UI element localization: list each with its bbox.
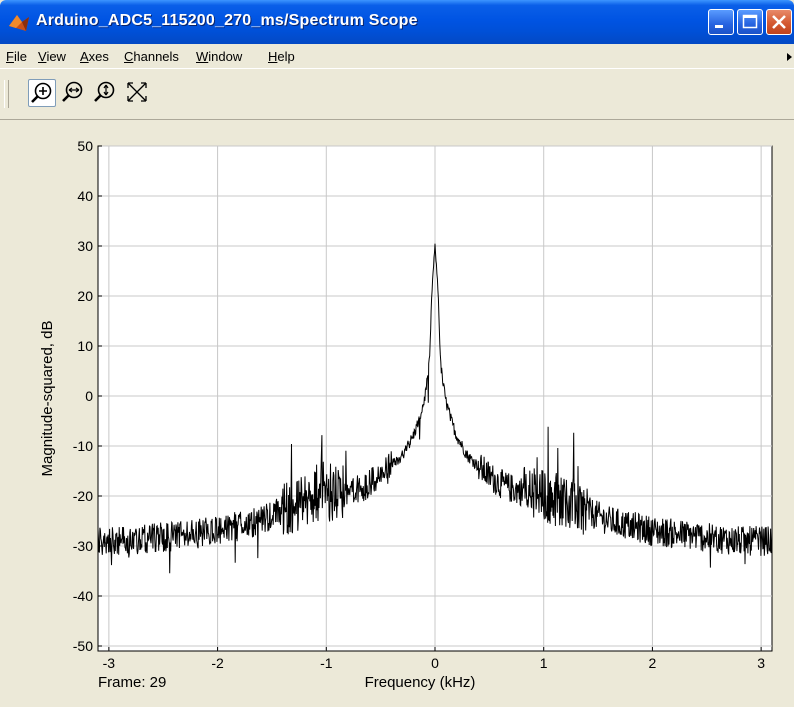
menu-axes[interactable]: Axes — [80, 49, 109, 64]
autoscale-button[interactable] — [124, 79, 152, 107]
toolbar-grip[interactable] — [4, 80, 9, 108]
zoom-x-button[interactable] — [60, 79, 88, 107]
y-tick-label: -20 — [73, 488, 93, 504]
zoom-x-icon — [62, 81, 83, 102]
y-ticks: 50 40 30 20 10 0 -10 -20 -30 -40 -50 — [73, 138, 102, 654]
x-ticks: -3 -2 -1 0 1 2 3 — [103, 647, 765, 671]
frame-counter: Frame: 29 — [98, 674, 166, 691]
y-tick-label: 30 — [77, 238, 93, 254]
y-tick-label: -30 — [73, 538, 93, 554]
menu-channels[interactable]: Channels — [124, 49, 179, 64]
close-button[interactable] — [766, 9, 792, 35]
minimize-icon — [715, 25, 723, 28]
x-tick-label: 2 — [649, 655, 657, 671]
zoom-y-icon — [94, 81, 115, 102]
x-tick-label: -2 — [211, 655, 224, 671]
zoom-in-icon — [31, 82, 52, 103]
y-tick-label: 10 — [77, 338, 93, 354]
title-bar[interactable]: Arduino_ADC5_115200_270_ms/Spectrum Scop… — [0, 0, 794, 44]
spectrum-trace — [97, 243, 773, 574]
zoom-y-button[interactable] — [92, 79, 120, 107]
x-tick-label: -1 — [320, 655, 333, 671]
y-axis-label: Magnitude-squared, dB — [39, 321, 56, 477]
zoom-in-button[interactable] — [28, 79, 56, 107]
x-tick-label: -3 — [103, 655, 116, 671]
menu-window[interactable]: Window — [196, 49, 243, 64]
matlab-icon — [9, 15, 29, 31]
menu-file[interactable]: File — [6, 49, 27, 64]
x-tick-label: 0 — [431, 655, 439, 671]
menu-help[interactable]: Help — [268, 49, 295, 64]
grid — [98, 145, 772, 651]
y-tick-label: 40 — [77, 188, 93, 204]
y-tick-label: 0 — [85, 388, 93, 404]
y-tick-label: 20 — [77, 288, 93, 304]
y-tick-label: -40 — [73, 588, 93, 604]
maximize-icon — [742, 14, 758, 29]
close-icon — [772, 15, 786, 29]
y-tick-label: 50 — [77, 138, 93, 154]
toolbar — [0, 68, 794, 120]
minimize-button[interactable] — [708, 9, 734, 35]
maximize-button[interactable] — [737, 9, 763, 35]
window-title: Arduino_ADC5_115200_270_ms/Spectrum Scop… — [36, 12, 418, 29]
x-axis-label: Frequency (kHz) — [365, 674, 476, 691]
autoscale-icon — [127, 82, 147, 102]
menu-view[interactable]: View — [38, 49, 66, 64]
menu-overflow-arrow-icon[interactable] — [787, 53, 792, 61]
x-tick-label: 3 — [757, 655, 765, 671]
y-tick-label: -50 — [73, 638, 93, 654]
x-tick-label: 1 — [540, 655, 548, 671]
plot-area: 50 40 30 20 10 0 -10 -20 -30 -40 -50 -3 -2 -1 0 1 2 3 Ma… — [0, 120, 794, 707]
menu-bar: File View Axes Channels Window Help — [0, 44, 794, 68]
y-tick-label: -10 — [73, 438, 93, 454]
